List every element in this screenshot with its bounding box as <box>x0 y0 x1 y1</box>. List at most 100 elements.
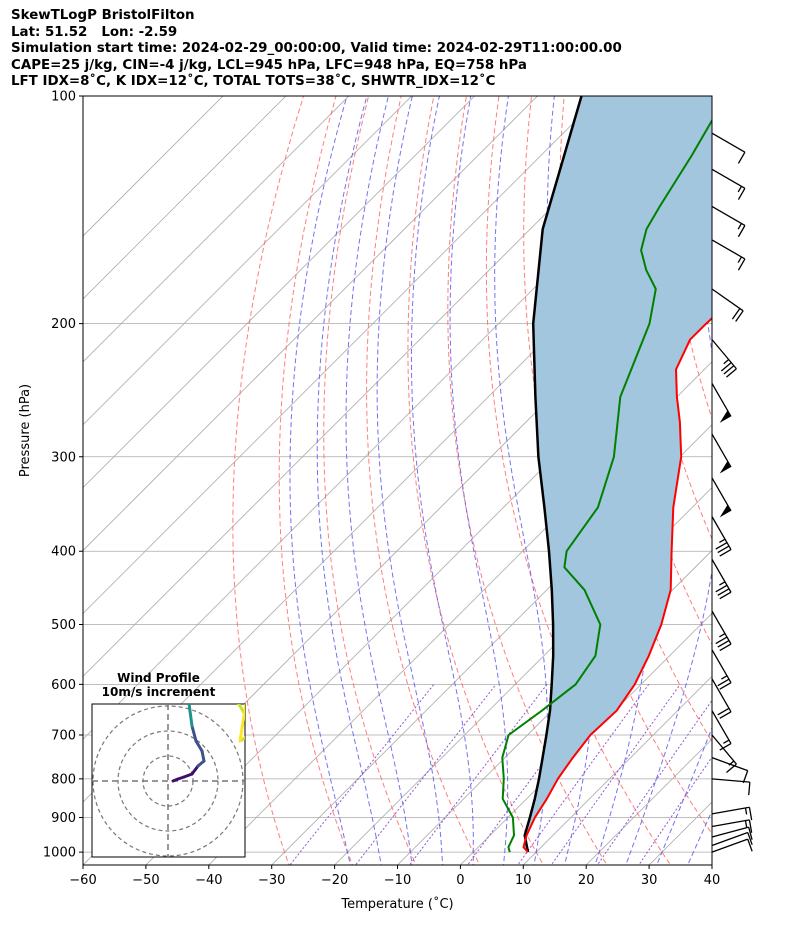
wind-barb <box>711 649 732 690</box>
hodograph-inset <box>91 656 258 858</box>
x-tick-label: 10 <box>515 873 532 888</box>
moist-adiabat <box>594 96 652 865</box>
hodograph-segment <box>194 739 204 753</box>
x-tick-label: 40 <box>704 873 721 888</box>
wind-barb <box>711 339 737 378</box>
dry-adiabat <box>726 61 794 883</box>
moist-adiabat <box>494 96 548 865</box>
hodograph-segment <box>188 709 194 728</box>
y-tick-label: 600 <box>51 678 76 693</box>
wind-barb <box>711 516 732 557</box>
x-axis-label: Temperature (˚C) <box>340 896 453 912</box>
stability-indices-2: LFT IDX=8˚C, K IDX=12˚C, TOTAL TOTS=38˚C… <box>11 74 496 89</box>
y-tick-label: 800 <box>51 772 76 787</box>
wind-barb <box>711 383 732 423</box>
dry-adiabat <box>559 96 712 743</box>
x-tick-label: −50 <box>132 873 159 888</box>
x-tick-label: 20 <box>578 873 595 888</box>
chart-title: SkewTLogP BristolFilton <box>11 8 195 23</box>
mixing-ratio-line <box>408 684 548 865</box>
moist-adiabat <box>345 96 413 865</box>
wind-barb <box>711 734 737 773</box>
moist-adiabat <box>410 96 474 865</box>
isotherm <box>756 61 794 883</box>
y-tick-label: 700 <box>51 728 76 743</box>
hodograph-segment <box>190 724 198 743</box>
location-coordinates: Lat: 51.52 Lon: -2.59 <box>11 24 178 40</box>
x-tick-label: 30 <box>641 873 658 888</box>
y-tick-label: 100 <box>51 90 76 105</box>
y-tick-label: 900 <box>51 811 76 826</box>
mixing-ratio-line <box>354 684 497 865</box>
dewpoint-profile-line <box>501 118 712 853</box>
temperature-profile-line <box>522 316 712 853</box>
simulation-times: Simulation start time: 2024-02-29_00:00:… <box>11 41 622 56</box>
hodograph-segment <box>237 704 245 718</box>
dry-adiabat <box>447 96 608 865</box>
hodograph-segment <box>242 704 245 718</box>
wind-barb <box>711 559 732 600</box>
wind-barb <box>711 806 753 821</box>
x-tick-label: −40 <box>195 873 222 888</box>
mixing-ratio-line <box>289 684 435 865</box>
isotherm <box>271 424 712 865</box>
isotherm <box>145 298 712 865</box>
y-tick-label: 300 <box>51 450 76 465</box>
moist-adiabat <box>376 96 444 865</box>
hodograph-segment <box>232 666 234 676</box>
wind-barb <box>711 433 732 474</box>
moist-adiabat <box>316 96 382 865</box>
moist-adiabat <box>656 726 712 865</box>
x-tick-label: −60 <box>69 873 96 888</box>
wind-barb <box>711 710 732 751</box>
moist-adiabat <box>687 809 712 865</box>
x-tick-label: −10 <box>384 873 411 888</box>
wind-barb <box>711 831 753 847</box>
wind-barb <box>711 205 746 238</box>
dry-adiabat <box>757 61 794 883</box>
mixing-ratio-line <box>638 756 712 865</box>
y-tick-label: 500 <box>51 618 76 633</box>
wind-barb <box>711 477 732 518</box>
isotherm <box>83 96 287 300</box>
wind-barb <box>711 288 744 322</box>
isotherm <box>83 96 350 363</box>
isotherm <box>83 96 476 489</box>
y-axis-label: Pressure (hPa) <box>18 384 33 477</box>
x-tick-label: −30 <box>258 873 285 888</box>
mixing-ratio-line <box>517 684 650 865</box>
hodograph-segment <box>248 656 258 691</box>
dry-adiabat <box>407 96 544 865</box>
stability-indices-1: CAPE=25 j/kg, CIN=-4 j/kg, LCL=945 hPa, … <box>11 57 527 73</box>
dry-adiabat <box>278 96 354 865</box>
hodograph-segment <box>218 666 234 669</box>
plot-area <box>83 61 794 883</box>
dry-adiabat <box>789 61 794 883</box>
wind-barb <box>711 819 753 833</box>
hodograph-segment <box>187 704 192 713</box>
dry-adiabat <box>366 96 481 865</box>
wind-barb <box>711 678 732 719</box>
isotherm <box>83 96 601 614</box>
wind-barb <box>711 610 732 652</box>
isotherm <box>83 96 224 237</box>
hodograph-segment <box>190 764 200 776</box>
chart-header: SkewTLogP BristolFilton Lat: 51.52 Lon: … <box>11 8 622 91</box>
moist-adiabat <box>625 96 712 865</box>
moist-adiabat <box>289 96 351 865</box>
isotherm <box>585 738 712 865</box>
hodograph-segment <box>200 749 206 763</box>
parcel-profile-line <box>523 96 583 853</box>
dry-adiabat <box>523 96 712 835</box>
wind-barb <box>711 826 753 840</box>
isotherm <box>83 96 413 426</box>
wind-barb <box>711 838 753 853</box>
cape-shading <box>523 96 712 853</box>
y-tick-label: 400 <box>51 545 76 560</box>
x-tick-label: −20 <box>321 873 348 888</box>
x-tick-label: 0 <box>456 873 464 888</box>
wind-barb <box>711 132 746 164</box>
y-tick-label: 200 <box>51 317 76 332</box>
y-tick-label: 1000 <box>43 846 76 861</box>
